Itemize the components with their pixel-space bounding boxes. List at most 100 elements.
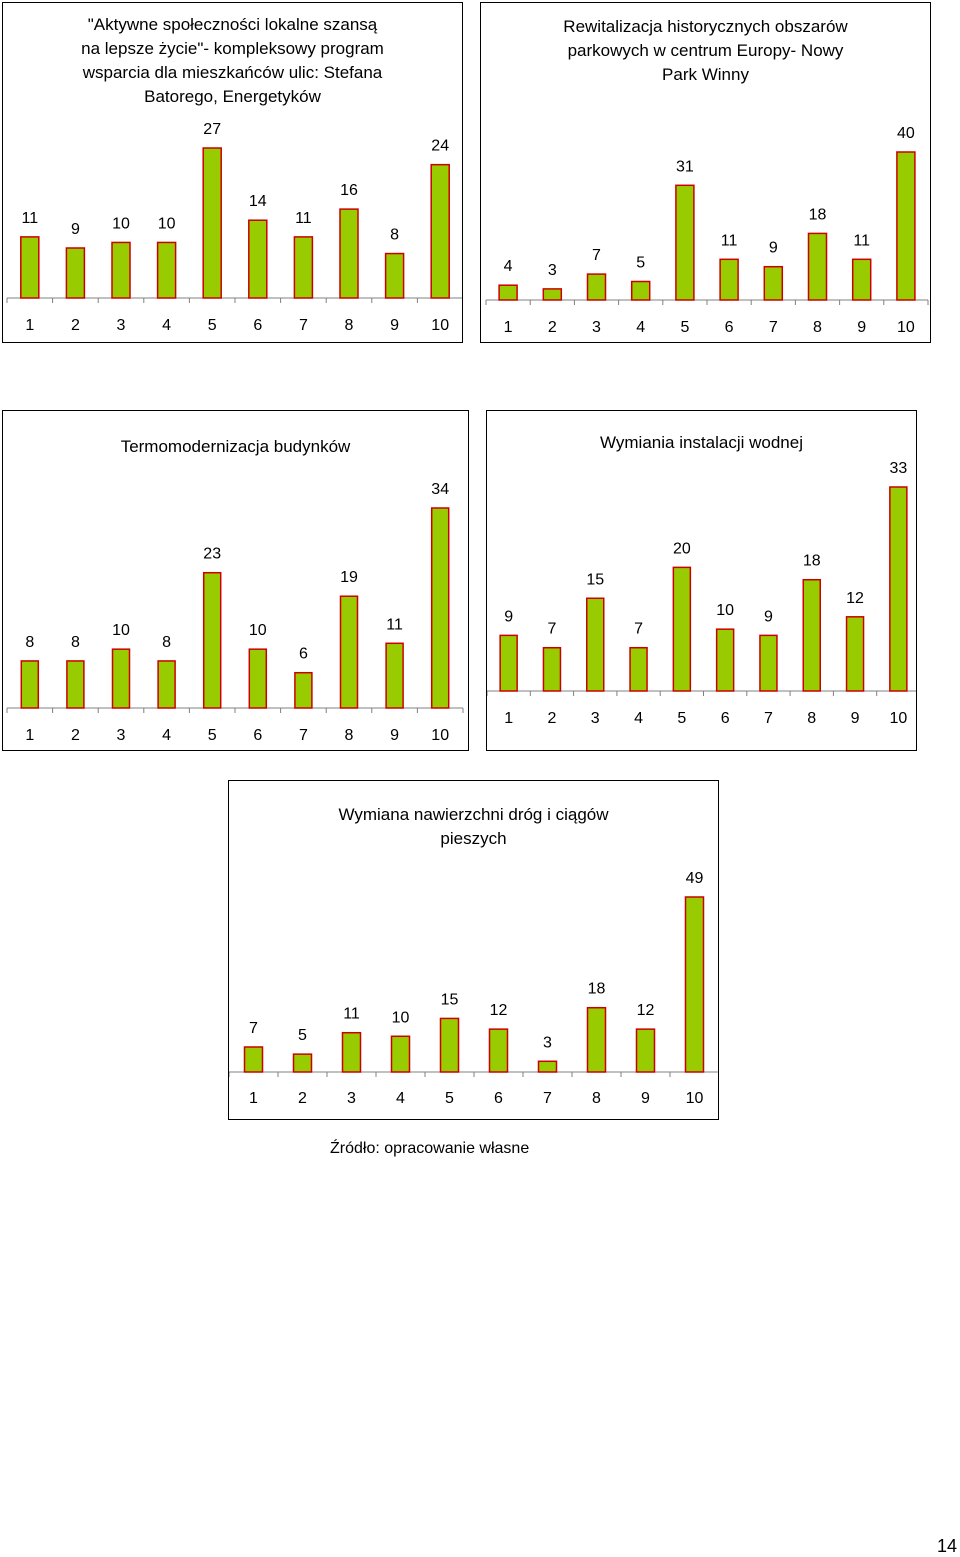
x-tick-label: 10 [431, 317, 449, 334]
bar [851, 258, 872, 301]
x-tick-label: 7 [764, 710, 773, 727]
x-tick-label: 1 [504, 319, 513, 336]
chart-panel-2: Rewitalizacja historycznych obszarów par… [480, 2, 931, 343]
bar-value-label: 23 [203, 546, 221, 563]
bar-value-label: 9 [769, 240, 778, 257]
x-tick-label: 2 [71, 727, 80, 744]
bar-value-label: 8 [390, 227, 399, 244]
x-tick-label: 2 [298, 1090, 307, 1107]
bar [156, 241, 177, 299]
bar [66, 660, 85, 709]
bar-value-label: 7 [634, 621, 643, 638]
x-tick-label: 3 [117, 317, 126, 334]
bar-value-label: 10 [112, 215, 130, 232]
x-tick-label: 1 [25, 727, 34, 744]
x-tick-label: 8 [345, 317, 354, 334]
bar-value-label: 6 [299, 646, 308, 663]
bar-value-label: 18 [803, 553, 821, 570]
bar [248, 648, 268, 709]
chart-panel-3: Termomodernizacja budynków 8 1 8 2 10 3 8 4 23 5 1… [2, 410, 469, 751]
x-tick-label: 5 [208, 727, 217, 744]
bar-value-label: 27 [203, 121, 221, 138]
bar [537, 1060, 558, 1073]
bar [339, 595, 359, 709]
x-tick-label: 2 [548, 319, 557, 336]
x-tick-label: 8 [592, 1090, 601, 1107]
bar-value-label: 9 [764, 608, 773, 625]
bar-value-label: 10 [249, 622, 267, 639]
bar-value-label: 10 [392, 1009, 410, 1026]
chart-title-2: Rewitalizacja historycznych obszarów par… [563, 17, 848, 84]
bar [294, 671, 313, 709]
x-tick-label: 3 [347, 1090, 356, 1107]
bar-value-label: 11 [386, 616, 403, 633]
bar [65, 247, 86, 299]
bar [763, 265, 784, 301]
bar-value-label: 9 [71, 221, 80, 238]
bar-value-label: 8 [25, 634, 34, 651]
bar-value-label: 7 [547, 621, 556, 638]
bar [202, 571, 222, 709]
bar-value-label: 31 [676, 158, 694, 175]
bar-value-label: 10 [112, 622, 130, 639]
x-tick-label: 5 [680, 319, 689, 336]
x-tick-label: 8 [807, 710, 816, 727]
bar [586, 1006, 607, 1073]
bar [202, 147, 222, 299]
x-tick-label: 4 [162, 727, 171, 744]
bar-value-label: 20 [673, 540, 691, 557]
bar [292, 1053, 313, 1073]
bar-value-label: 15 [441, 991, 459, 1008]
x-tick-label: 10 [431, 727, 449, 744]
bar [759, 634, 778, 692]
bar-value-label: 15 [586, 571, 604, 588]
bar-value-label: 5 [298, 1027, 307, 1044]
bar [635, 1028, 656, 1073]
bar [384, 252, 405, 299]
bar-value-label: 24 [431, 138, 449, 155]
x-tick-label: 4 [636, 319, 645, 336]
x-tick-label: 6 [253, 317, 262, 334]
chart-panel-1: "Aktywne społeczności lokalne szansą na … [2, 2, 463, 343]
chart-title-1: "Aktywne społeczności lokalne szansą na … [81, 15, 384, 106]
bar [430, 507, 450, 709]
chart-title-4: Wymiania instalacji wodnej [600, 433, 803, 452]
bar [542, 646, 562, 692]
bar [889, 486, 908, 692]
x-tick-label: 3 [592, 319, 601, 336]
bar [157, 660, 176, 709]
bar [488, 1028, 509, 1073]
bar-value-label: 3 [548, 262, 557, 279]
x-tick-label: 9 [390, 727, 399, 744]
chart-title-5: Wymiana nawierzchni dróg i ciągów pieszy… [338, 805, 609, 848]
chart-2-svg: 4 1 3 2 7 3 5 4 31 5 11 6 9 7 18 8 11 9 40 10 [485, 125, 929, 336]
bar [293, 236, 314, 299]
x-tick-label: 2 [71, 317, 80, 334]
bar-value-label: 19 [340, 569, 358, 586]
bar [111, 648, 131, 709]
bar-value-label: 14 [249, 193, 267, 210]
bar [684, 896, 705, 1073]
bar [672, 566, 692, 692]
bar-value-label: 11 [21, 210, 38, 227]
x-tick-label: 10 [686, 1090, 704, 1107]
x-tick-label: 7 [543, 1090, 552, 1107]
bar [499, 634, 518, 692]
x-tick-label: 6 [253, 727, 262, 744]
x-tick-label: 4 [396, 1090, 405, 1107]
x-tick-label: 6 [494, 1090, 503, 1107]
bar [248, 219, 268, 299]
x-tick-label: 1 [504, 710, 513, 727]
bar [542, 288, 563, 301]
bar-value-label: 7 [249, 1020, 258, 1037]
bar [20, 236, 40, 299]
bar-value-label: 49 [686, 870, 704, 887]
x-tick-label: 1 [249, 1090, 258, 1107]
x-tick-label: 2 [547, 710, 556, 727]
bar [385, 642, 404, 709]
x-tick-label: 7 [299, 317, 308, 334]
x-tick-label: 7 [769, 319, 778, 336]
bar-value-label: 10 [158, 215, 176, 232]
bar-value-label: 12 [846, 590, 864, 607]
